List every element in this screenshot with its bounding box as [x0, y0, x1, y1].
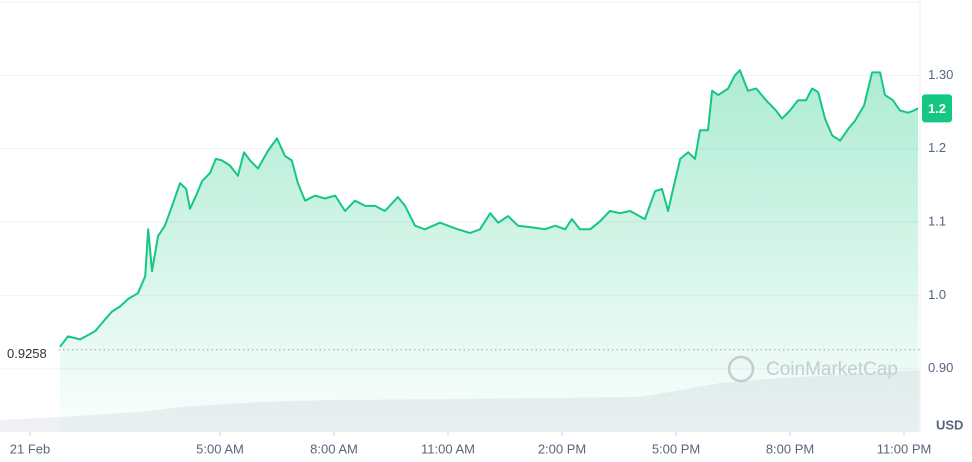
x-tick-label: 2:00 PM [538, 441, 586, 456]
plot [59, 69, 919, 432]
x-tick-label: 8:00 AM [310, 441, 358, 456]
current-price-label: 1.2 [928, 101, 946, 116]
current-price-badge [922, 94, 952, 123]
y-tick-label: 1.0 [928, 287, 946, 302]
y-tick-label: 1.1 [928, 213, 946, 228]
x-tick-label: 5:00 PM [652, 441, 700, 456]
price-area [60, 70, 919, 432]
reference-label: 0.9258 [7, 346, 47, 361]
y-tick-label: 1.2 [928, 140, 946, 155]
reference-badge [0, 347, 58, 366]
watermark: CoinMarketCap [766, 359, 898, 380]
watermark-logo [727, 355, 755, 383]
y-tick-label: 1.30 [928, 67, 953, 82]
y-unit: USD [936, 417, 963, 432]
x-tick-label: 11:00 PM [877, 441, 932, 456]
x-tick-label: 11:00 AM [421, 441, 475, 456]
x-tick-label: 5:00 AM [196, 441, 244, 456]
x-tick-label: 21 Feb [10, 441, 50, 456]
price-line [59, 69, 919, 348]
y-tick-label: 0.90 [928, 360, 953, 375]
x-tick-label: 8:00 PM [766, 441, 814, 456]
